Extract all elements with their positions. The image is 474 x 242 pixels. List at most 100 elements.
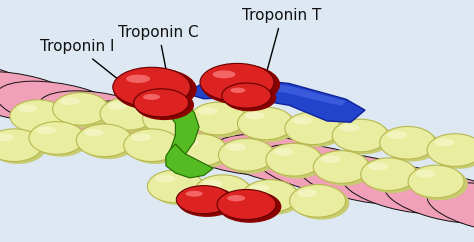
Ellipse shape [297, 189, 317, 197]
Ellipse shape [223, 84, 276, 111]
Ellipse shape [227, 195, 246, 201]
Text: Troponin C: Troponin C [118, 25, 199, 91]
Ellipse shape [336, 121, 392, 154]
Ellipse shape [33, 124, 89, 157]
Ellipse shape [365, 160, 420, 193]
Ellipse shape [250, 184, 270, 192]
Ellipse shape [56, 95, 112, 128]
Ellipse shape [38, 91, 170, 142]
Ellipse shape [134, 89, 189, 117]
Ellipse shape [175, 136, 231, 169]
Ellipse shape [299, 154, 431, 204]
Polygon shape [204, 81, 346, 106]
Ellipse shape [266, 143, 322, 176]
Ellipse shape [313, 151, 369, 183]
Ellipse shape [84, 129, 104, 136]
Ellipse shape [178, 187, 237, 217]
Ellipse shape [256, 144, 388, 195]
Ellipse shape [332, 119, 388, 152]
Ellipse shape [200, 63, 274, 101]
Ellipse shape [217, 189, 276, 219]
Ellipse shape [387, 131, 407, 139]
Ellipse shape [113, 68, 197, 111]
Ellipse shape [113, 67, 191, 107]
Ellipse shape [435, 138, 455, 146]
Ellipse shape [150, 107, 170, 115]
Ellipse shape [293, 187, 349, 220]
Ellipse shape [416, 170, 436, 178]
Ellipse shape [201, 64, 280, 105]
Ellipse shape [151, 172, 207, 205]
Ellipse shape [0, 52, 9, 103]
Ellipse shape [171, 125, 303, 175]
Ellipse shape [104, 100, 160, 133]
Ellipse shape [384, 173, 474, 224]
Ellipse shape [214, 134, 346, 185]
Ellipse shape [124, 110, 255, 161]
Ellipse shape [128, 131, 183, 164]
Ellipse shape [361, 158, 417, 191]
Ellipse shape [147, 170, 203, 203]
Ellipse shape [14, 102, 70, 135]
Ellipse shape [81, 100, 213, 151]
Ellipse shape [237, 107, 293, 140]
Ellipse shape [190, 102, 246, 135]
Ellipse shape [179, 138, 199, 146]
Ellipse shape [340, 124, 360, 132]
Ellipse shape [146, 105, 202, 137]
Ellipse shape [226, 143, 246, 151]
Ellipse shape [292, 117, 312, 124]
Ellipse shape [186, 191, 203, 197]
Ellipse shape [108, 102, 128, 110]
Ellipse shape [431, 136, 474, 169]
Ellipse shape [270, 146, 326, 179]
Ellipse shape [0, 134, 14, 141]
Ellipse shape [222, 83, 271, 108]
Ellipse shape [194, 105, 250, 137]
Polygon shape [185, 79, 365, 122]
Polygon shape [166, 144, 213, 178]
Ellipse shape [290, 184, 346, 217]
Ellipse shape [0, 71, 85, 122]
Ellipse shape [219, 138, 274, 171]
Ellipse shape [53, 92, 109, 125]
Ellipse shape [230, 88, 246, 93]
Ellipse shape [126, 75, 150, 83]
Ellipse shape [171, 134, 227, 166]
Ellipse shape [0, 129, 42, 162]
Ellipse shape [408, 165, 464, 198]
Ellipse shape [246, 182, 302, 215]
Ellipse shape [213, 70, 236, 78]
Ellipse shape [131, 134, 151, 141]
Ellipse shape [155, 175, 175, 182]
Ellipse shape [242, 180, 298, 212]
Ellipse shape [60, 97, 80, 105]
Ellipse shape [368, 163, 388, 170]
Ellipse shape [143, 94, 160, 100]
Ellipse shape [80, 126, 136, 159]
Ellipse shape [273, 148, 293, 156]
Ellipse shape [285, 112, 341, 144]
Text: Troponin I: Troponin I [40, 39, 142, 99]
Ellipse shape [383, 129, 439, 162]
Ellipse shape [100, 97, 156, 130]
Ellipse shape [195, 175, 251, 208]
Ellipse shape [317, 153, 373, 186]
Ellipse shape [135, 90, 194, 120]
Polygon shape [137, 91, 199, 162]
Ellipse shape [36, 126, 56, 134]
Ellipse shape [0, 62, 42, 113]
Ellipse shape [289, 114, 345, 147]
Ellipse shape [241, 109, 297, 142]
Ellipse shape [176, 186, 231, 214]
Ellipse shape [10, 100, 66, 133]
Ellipse shape [245, 112, 265, 120]
Ellipse shape [218, 190, 282, 223]
Ellipse shape [0, 131, 46, 164]
Ellipse shape [342, 163, 474, 214]
Ellipse shape [427, 183, 474, 234]
Ellipse shape [427, 134, 474, 166]
Ellipse shape [0, 81, 128, 132]
Ellipse shape [18, 105, 37, 112]
Ellipse shape [143, 102, 199, 135]
